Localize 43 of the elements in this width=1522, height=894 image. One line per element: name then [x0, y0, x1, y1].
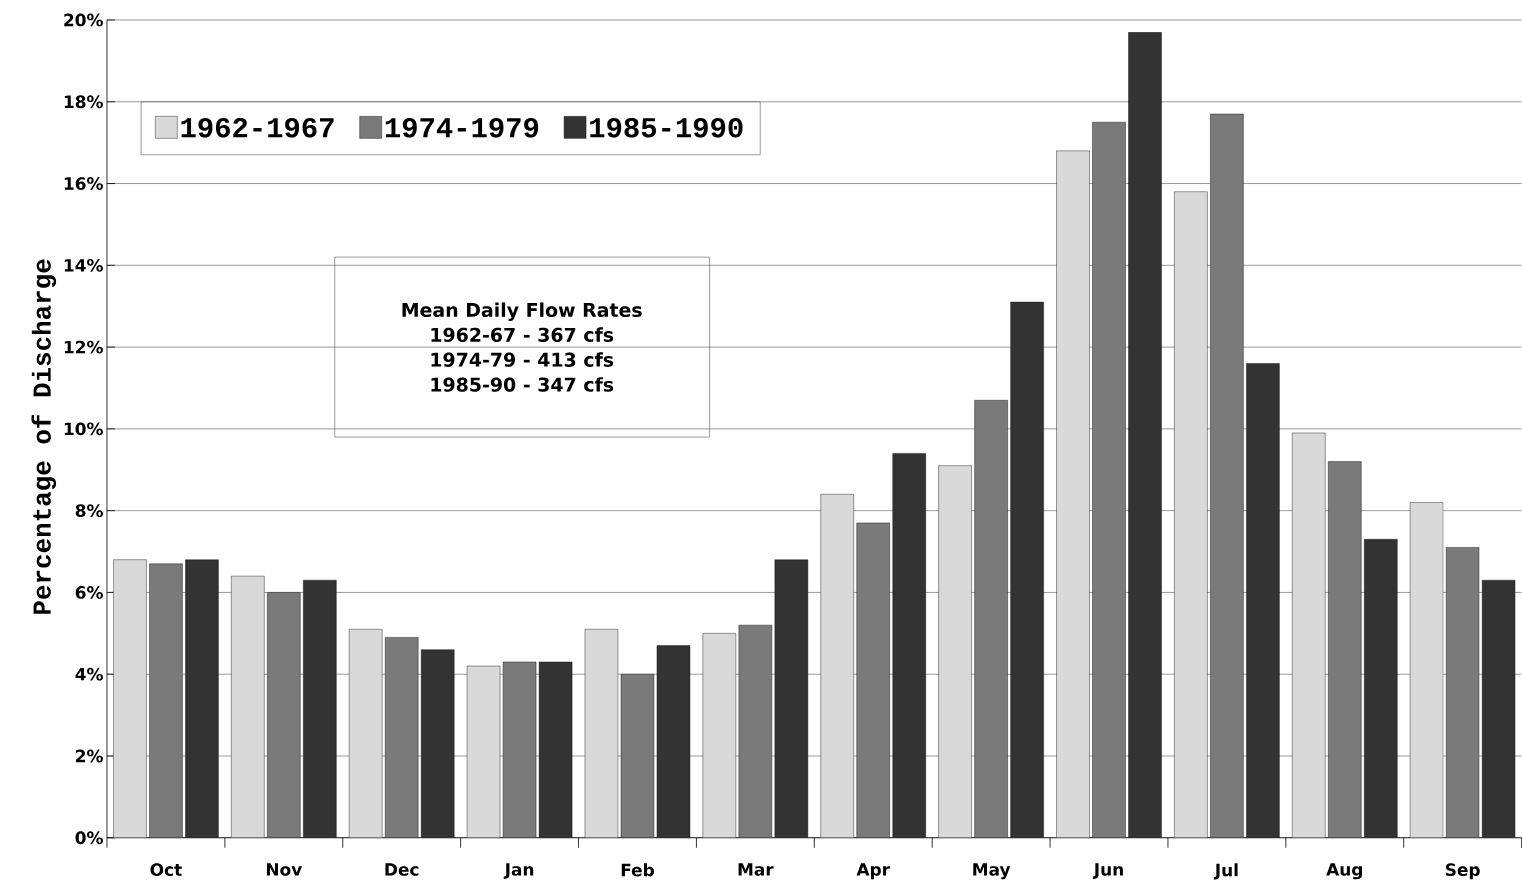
x-tick-label: Jun	[1092, 863, 1123, 880]
x-tick-label: Sep	[1445, 863, 1480, 880]
x-tick-label: Apr	[856, 863, 890, 880]
bar	[620, 674, 655, 838]
bar	[502, 661, 537, 838]
legend-label: 1974-1979	[385, 118, 539, 138]
bar	[974, 400, 1008, 838]
bar	[1445, 547, 1480, 838]
bar	[267, 592, 301, 838]
bar	[149, 563, 183, 838]
bar	[1210, 113, 1244, 838]
x-tick-label: Mar	[738, 863, 774, 876]
x-tick-label: Jan	[503, 863, 534, 880]
y-tick-label: 10%	[64, 422, 103, 436]
annotation: 1985-90 - 347 cfs	[431, 377, 614, 392]
x-tick-label: Aug	[1326, 863, 1362, 880]
bar	[1328, 461, 1362, 838]
annotation: 1962-67 - 367 cfs	[431, 327, 614, 343]
y-tick-label: 16%	[64, 177, 103, 191]
y-tick-label: 2%	[76, 749, 103, 763]
bar	[1092, 122, 1126, 838]
y-tick-label: 18%	[64, 95, 103, 109]
bar	[738, 625, 773, 838]
y-tick-label: 4%	[75, 667, 103, 681]
y-tick-label: 12%	[64, 340, 103, 354]
legend-label: 1962-1967	[181, 118, 334, 138]
x-tick-label: Nov	[266, 863, 302, 876]
y-tick-label: 14%	[64, 259, 103, 272]
bar	[856, 522, 890, 838]
legend-label: 1985-1990	[590, 118, 743, 138]
y-tick-label: 8%	[75, 504, 103, 518]
x-tick-label: Jul	[1213, 863, 1238, 880]
y-axis-title: Percentage of Discharge	[31, 259, 57, 614]
x-tick-label: Dec	[385, 863, 419, 876]
annotation: 1974-79 - 413 cfs	[431, 352, 614, 367]
x-tick-label: Oct	[150, 863, 182, 877]
x-tick-label: Feb	[621, 863, 654, 877]
y-tick-label: 20%	[64, 13, 103, 27]
bar	[384, 637, 419, 838]
y-tick-label: 6%	[75, 586, 103, 599]
y-tick-label: 0%	[75, 831, 103, 845]
annotation: Mean Daily Flow Rates	[402, 302, 642, 322]
x-tick-label: May	[973, 863, 1011, 880]
